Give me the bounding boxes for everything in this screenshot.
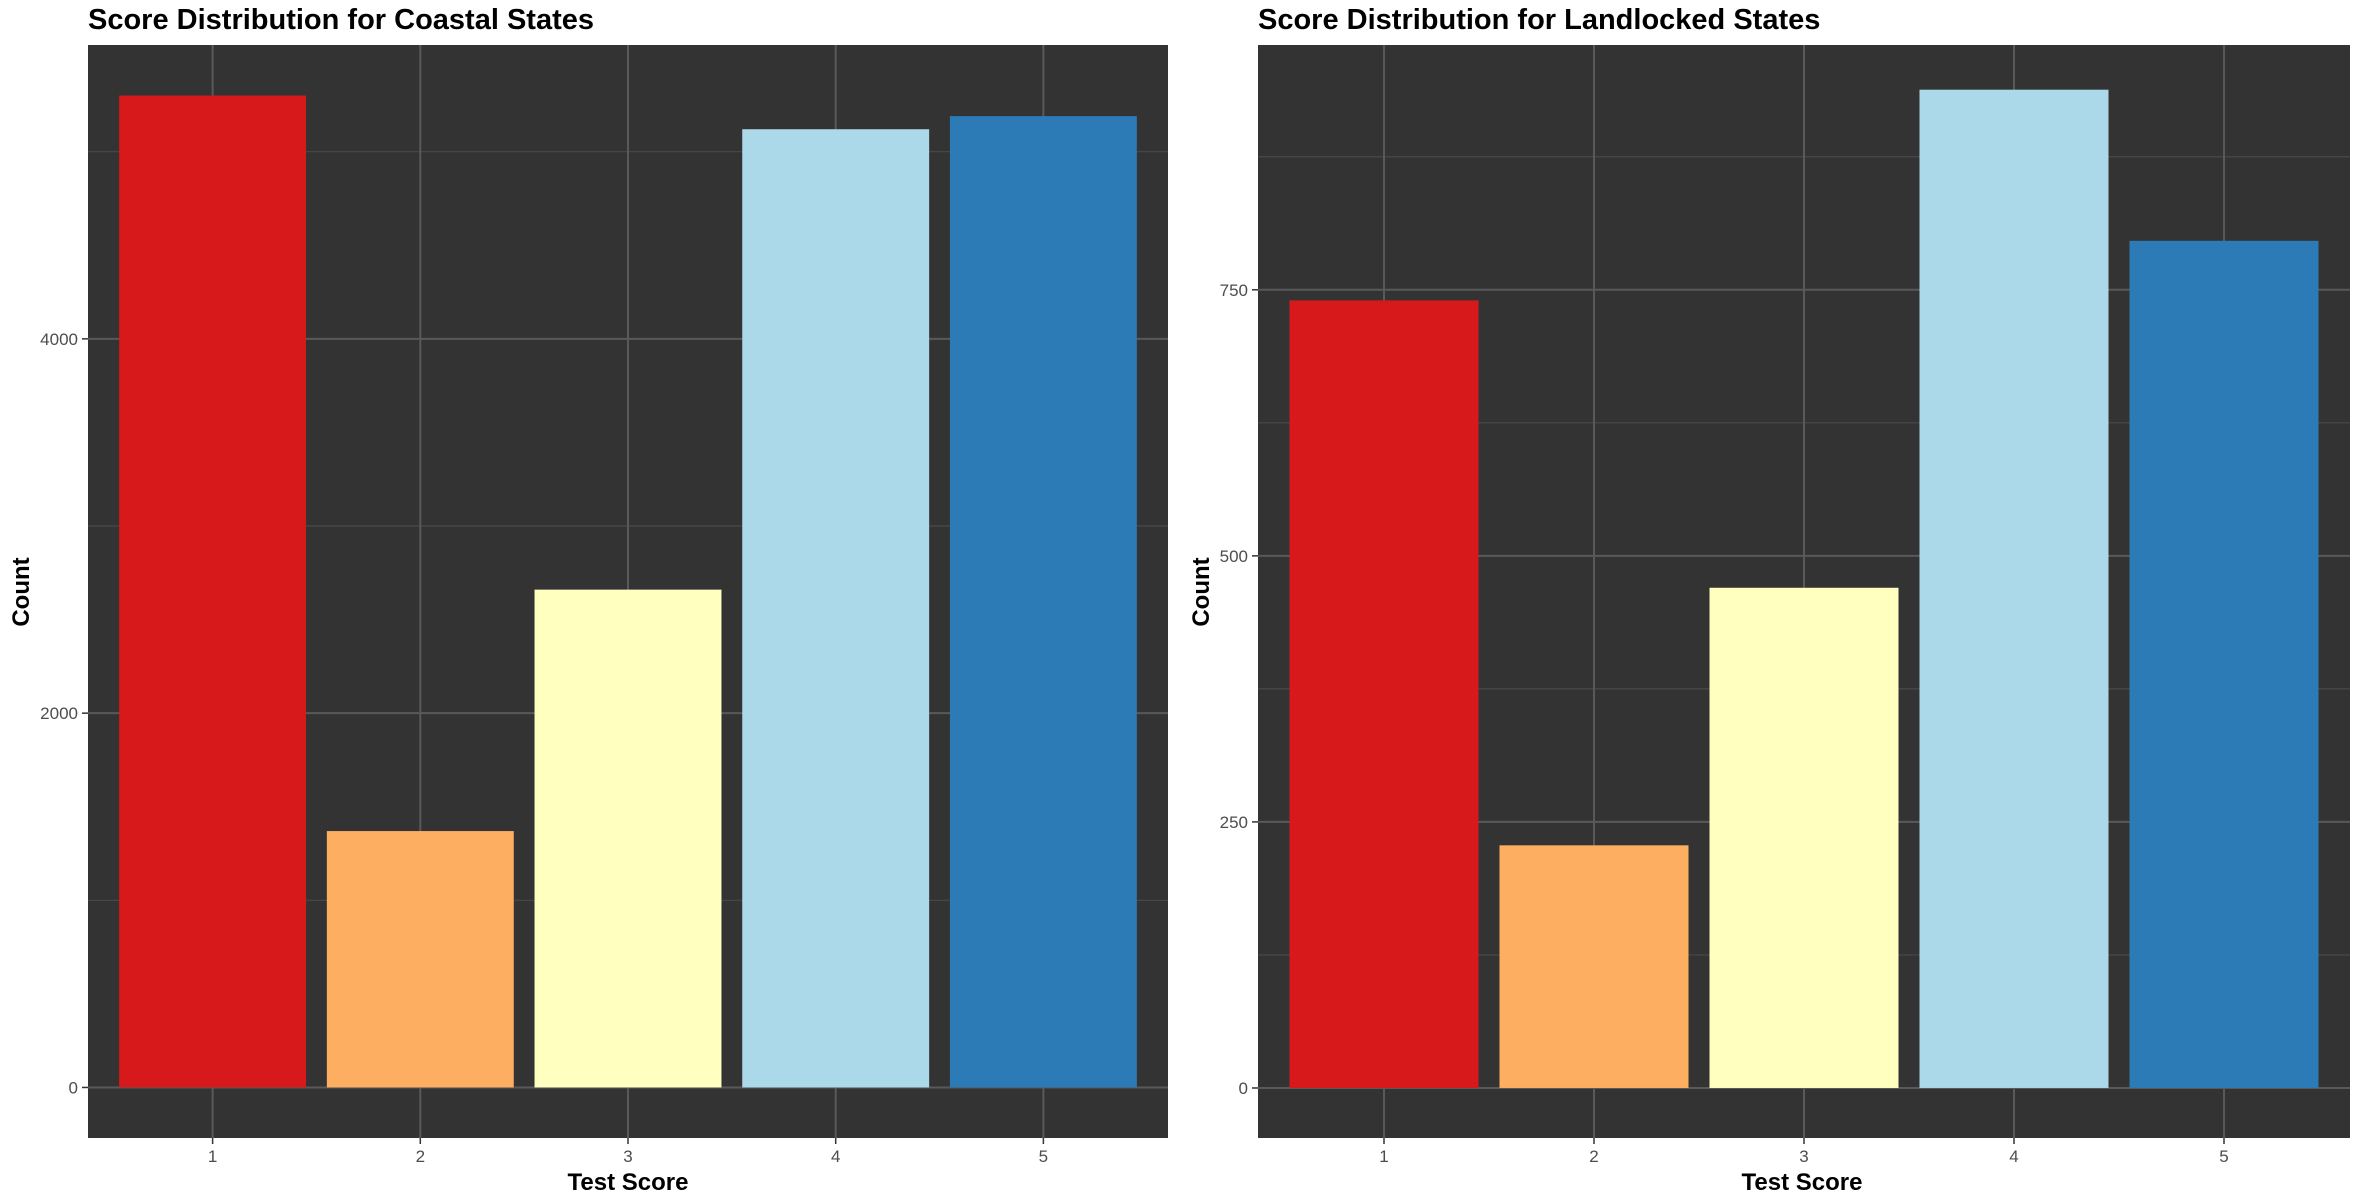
bar-3: [1709, 587, 1899, 1088]
bar-2: [326, 831, 514, 1088]
x-tick-label: 2: [1589, 1147, 1598, 1166]
x-tick-label: 4: [2009, 1147, 2018, 1166]
plot-area: [1258, 45, 2350, 1138]
bar-1: [119, 95, 307, 1088]
bar-5: [949, 116, 1137, 1088]
bar-5: [2129, 240, 2319, 1088]
bar-3: [534, 589, 722, 1088]
bar-4: [1919, 89, 2109, 1088]
chart-title: Score Distribution for Landlocked States: [1258, 4, 1821, 36]
x-tick-label: 5: [1039, 1147, 1048, 1166]
x-tick-label: 3: [1799, 1147, 1808, 1166]
y-axis-title: Count: [1188, 557, 1215, 626]
x-tick-label: 2: [416, 1147, 425, 1166]
bar-4: [742, 129, 930, 1088]
plot-area: [88, 45, 1168, 1138]
bar-1: [1289, 300, 1479, 1088]
x-tick-label: 1: [208, 1147, 217, 1166]
y-tick-label: 500: [1220, 547, 1248, 566]
x-tick-label: 5: [2219, 1147, 2228, 1166]
bar-2: [1499, 845, 1689, 1088]
x-axis-title: Test Score: [1742, 1169, 1863, 1196]
y-tick-label: 4000: [40, 330, 78, 349]
y-axis-title: Count: [8, 557, 35, 626]
chart-svg-landlocked: 0 250 500 750 1 2 3 4 5 Test Score Count: [1188, 45, 2350, 1196]
y-tick-label: 0: [1239, 1079, 1248, 1098]
chart-panel-landlocked: Score Distribution for Landlocked States…: [1180, 0, 2360, 1202]
x-tick-label: 4: [831, 1147, 840, 1166]
chart-title: Score Distribution for Coastal States: [88, 4, 594, 36]
y-tick-label: 0: [69, 1078, 78, 1097]
y-tick-label: 2000: [40, 704, 78, 723]
y-tick-label: 750: [1220, 281, 1248, 300]
chart-panel-coastal: Score Distribution for Coastal States 0 2…: [8, 4, 1168, 1196]
x-tick-label: 3: [623, 1147, 632, 1166]
x-axis-title: Test Score: [568, 1169, 689, 1196]
chart-svg-coastal: 0 2000 4000 1 2 3 4 5 Test Score Count: [8, 45, 1168, 1196]
y-tick-label: 250: [1220, 813, 1248, 832]
x-tick-label: 1: [1379, 1147, 1388, 1166]
